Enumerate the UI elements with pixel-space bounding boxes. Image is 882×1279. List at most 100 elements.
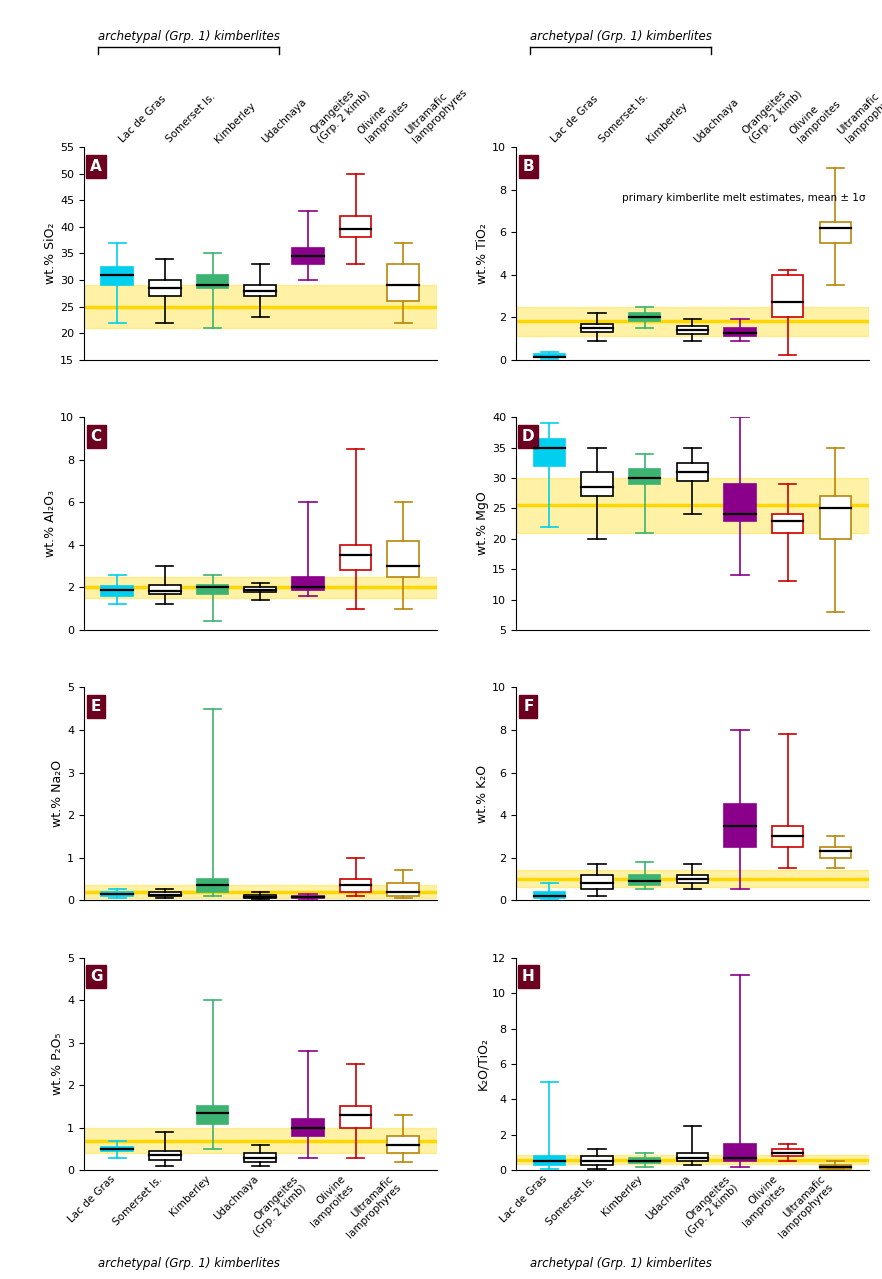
Bar xyxy=(101,891,133,895)
Bar xyxy=(516,478,869,533)
Bar xyxy=(819,1165,851,1169)
Bar xyxy=(676,463,708,481)
Bar xyxy=(676,875,708,883)
Bar xyxy=(581,875,613,889)
Bar xyxy=(149,280,181,295)
Bar xyxy=(676,326,708,334)
Text: G: G xyxy=(90,969,102,985)
Bar xyxy=(387,1136,419,1154)
Bar xyxy=(581,472,613,496)
Text: Lac de Gras: Lac de Gras xyxy=(117,93,168,145)
Bar xyxy=(197,586,228,593)
Text: Orangeites
(Grp. 2 kimb): Orangeites (Grp. 2 kimb) xyxy=(243,1174,308,1238)
Bar xyxy=(292,895,324,898)
Bar xyxy=(149,893,181,895)
Bar xyxy=(534,354,565,357)
Text: archetypal (Grp. 1) kimberlites: archetypal (Grp. 1) kimberlites xyxy=(98,1257,280,1270)
Bar xyxy=(197,879,228,891)
Bar xyxy=(84,885,437,898)
Y-axis label: wt.% P₂O₅: wt.% P₂O₅ xyxy=(51,1032,64,1095)
Text: E: E xyxy=(91,700,101,714)
Text: Kimberley: Kimberley xyxy=(601,1174,645,1219)
Text: H: H xyxy=(522,969,534,985)
Bar xyxy=(84,1128,437,1154)
Bar xyxy=(340,879,371,891)
Bar xyxy=(387,883,419,895)
Bar xyxy=(724,1143,756,1161)
Text: A: A xyxy=(90,159,102,174)
Bar xyxy=(534,891,565,898)
Y-axis label: wt.% Al₂O₃: wt.% Al₂O₃ xyxy=(44,490,57,558)
Text: Olivine
lamproites: Olivine lamproites xyxy=(355,90,410,145)
Bar xyxy=(84,577,437,599)
Text: Ultramafic
lamprophyres: Ultramafic lamprophyres xyxy=(403,78,469,145)
Text: archetypal (Grp. 1) kimberlites: archetypal (Grp. 1) kimberlites xyxy=(98,31,280,43)
Bar xyxy=(516,1155,869,1164)
Bar xyxy=(629,313,661,321)
Bar xyxy=(819,496,851,538)
Bar xyxy=(244,285,276,295)
Bar xyxy=(724,327,756,336)
Text: Somerset Is.: Somerset Is. xyxy=(165,92,218,145)
Text: Kimberley: Kimberley xyxy=(168,1174,213,1219)
Bar xyxy=(772,275,804,317)
Text: Lac de Gras: Lac de Gras xyxy=(498,1174,549,1225)
Text: primary kimberlite melt estimates, mean ± 1σ: primary kimberlite melt estimates, mean … xyxy=(622,193,865,203)
Text: Udachnaya: Udachnaya xyxy=(212,1174,260,1223)
Text: Udachnaya: Udachnaya xyxy=(692,96,741,145)
Bar xyxy=(772,1149,804,1156)
Bar xyxy=(387,541,419,577)
Text: Ultramafic
lamprophyres: Ultramafic lamprophyres xyxy=(337,1174,403,1241)
Text: Olivine
lamproites: Olivine lamproites xyxy=(301,1174,355,1229)
Text: Ultramafic
lamprophyres: Ultramafic lamprophyres xyxy=(769,1174,835,1241)
Text: D: D xyxy=(522,428,534,444)
Bar xyxy=(340,1106,371,1128)
Bar xyxy=(629,875,661,885)
Bar xyxy=(292,577,324,590)
Bar xyxy=(101,586,133,596)
Text: Orangeites
(Grp. 2 kimb): Orangeites (Grp. 2 kimb) xyxy=(676,1174,740,1238)
Bar xyxy=(149,586,181,593)
Y-axis label: wt.% K₂O: wt.% K₂O xyxy=(476,765,490,822)
Bar xyxy=(534,439,565,466)
Y-axis label: wt.% SiO₂: wt.% SiO₂ xyxy=(44,223,57,284)
Bar xyxy=(772,514,804,533)
Bar xyxy=(629,1157,661,1163)
Bar xyxy=(819,847,851,857)
Bar xyxy=(772,826,804,847)
Bar xyxy=(819,221,851,243)
Text: Somerset Is.: Somerset Is. xyxy=(112,1174,165,1227)
Text: Ultramafic
lamprophyres: Ultramafic lamprophyres xyxy=(835,78,882,145)
Bar xyxy=(244,587,276,592)
Bar xyxy=(149,1151,181,1160)
Bar xyxy=(629,469,661,485)
Text: B: B xyxy=(522,159,534,174)
Bar xyxy=(581,324,613,333)
Text: Orangeites
(Grp. 2 kimb): Orangeites (Grp. 2 kimb) xyxy=(308,81,372,145)
Text: Udachnaya: Udachnaya xyxy=(260,96,309,145)
Bar xyxy=(101,1147,133,1151)
Y-axis label: wt.% Na₂O: wt.% Na₂O xyxy=(51,760,64,828)
Text: Kimberley: Kimberley xyxy=(213,100,257,145)
Bar xyxy=(101,267,133,285)
Bar xyxy=(676,1152,708,1161)
Text: F: F xyxy=(523,700,534,714)
Bar xyxy=(387,263,419,302)
Bar xyxy=(516,870,869,888)
Bar xyxy=(197,275,228,288)
Bar xyxy=(197,1106,228,1123)
Text: Somerset Is.: Somerset Is. xyxy=(597,92,650,145)
Text: archetypal (Grp. 1) kimberlites: archetypal (Grp. 1) kimberlites xyxy=(530,1257,712,1270)
Bar xyxy=(581,1156,613,1165)
Text: Olivine
lamproites: Olivine lamproites xyxy=(733,1174,788,1229)
Bar xyxy=(244,1154,276,1161)
Bar xyxy=(340,545,371,570)
Y-axis label: wt.% TiO₂: wt.% TiO₂ xyxy=(476,223,490,284)
Bar xyxy=(516,307,869,336)
Y-axis label: wt.% MgO: wt.% MgO xyxy=(476,491,490,555)
Y-axis label: K₂O/TiO₂: K₂O/TiO₂ xyxy=(476,1037,490,1091)
Bar xyxy=(724,485,756,521)
Bar xyxy=(244,895,276,898)
Bar xyxy=(724,804,756,847)
Bar xyxy=(292,248,324,263)
